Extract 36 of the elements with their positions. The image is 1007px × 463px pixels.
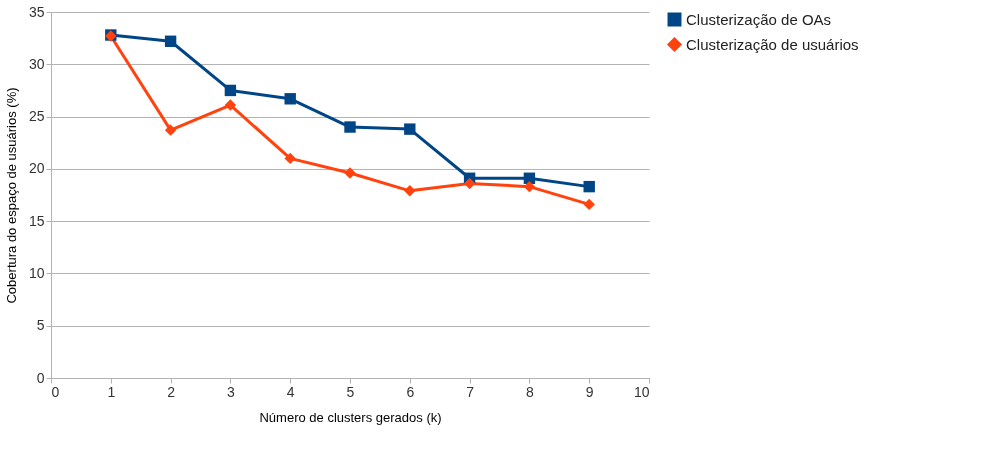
y-axis-title: Cobertura do espaço de usuários (%) (3, 87, 19, 304)
legend-label: Clusterização de usuários (686, 35, 859, 53)
point (284, 152, 296, 165)
x-tick-label: 0 (51, 383, 60, 400)
point (284, 93, 296, 105)
point (344, 121, 356, 133)
point (404, 185, 416, 197)
point (583, 198, 595, 211)
point (164, 35, 177, 47)
y-tick-label: 30 (28, 55, 45, 72)
x-tick-label: 9 (585, 383, 594, 400)
point (344, 167, 356, 179)
x-tick-label: 2 (167, 383, 176, 400)
point (224, 84, 237, 97)
point (164, 124, 177, 136)
x-tick-label: 10 (633, 383, 650, 400)
legend-label: Clusterização de OAs (686, 10, 832, 28)
point (404, 123, 416, 135)
y-tick-label: 15 (28, 212, 45, 229)
x-tick-label: 4 (286, 383, 295, 400)
y-tick-label: 10 (28, 264, 45, 281)
y-tick-label: 0 (36, 369, 45, 386)
x-tick-label: 5 (346, 383, 355, 400)
x-tick-label: 7 (466, 383, 475, 400)
y-tick-label: 5 (36, 317, 45, 334)
point (583, 180, 595, 193)
x-tick-label: 1 (107, 383, 116, 400)
x-tick-label: 6 (406, 383, 415, 400)
y-tick-label: 20 (28, 160, 45, 177)
x-tick-label: 3 (227, 383, 235, 400)
point (463, 177, 476, 190)
y-tick-label: 35 (28, 3, 45, 20)
y-tick-label: 25 (28, 108, 45, 125)
point (224, 99, 237, 111)
x-axis-title: Número de clusters gerados (k) (259, 409, 442, 425)
x-tick-label: 8 (526, 383, 534, 400)
